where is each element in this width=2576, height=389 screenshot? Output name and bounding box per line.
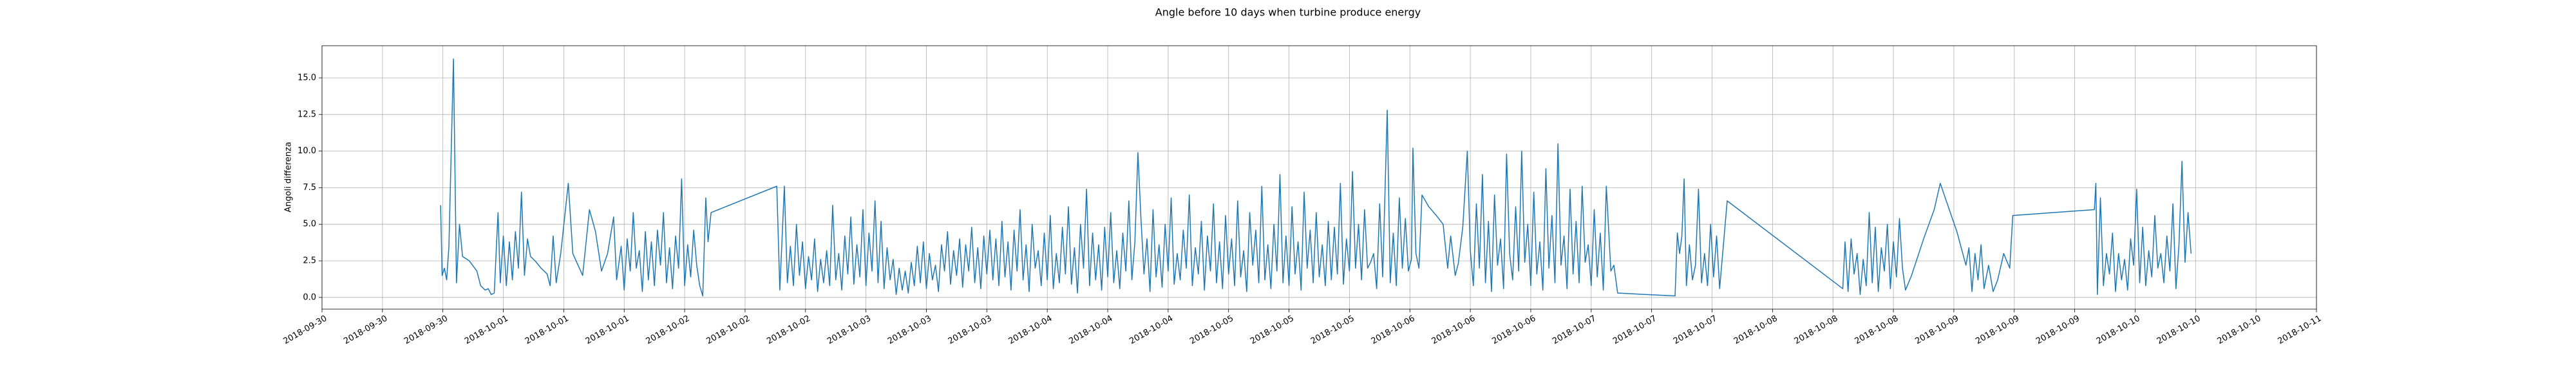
- y-tick-label: 0.0: [303, 292, 316, 302]
- x-tick-label: 2018-10-07: [1551, 314, 1598, 346]
- x-tick-label: 2018-10-10: [2155, 314, 2202, 346]
- x-tick-label: 2018-10-11: [2276, 314, 2323, 346]
- x-tick-label: 2018-10-07: [1611, 314, 1658, 346]
- x-tick-label: 2018-10-06: [1370, 314, 1417, 346]
- x-tick-label: 2018-10-10: [2095, 314, 2142, 346]
- y-tick-label: 2.5: [303, 256, 316, 266]
- y-tick-label: 12.5: [298, 109, 316, 119]
- y-tick-label: 10.0: [298, 146, 316, 156]
- x-tick-label: 2018-10-04: [1067, 314, 1114, 346]
- x-tick-label: 2018-10-03: [947, 314, 994, 346]
- x-tick-label: 2018-10-08: [1793, 314, 1840, 346]
- x-tick-label: 2018-10-05: [1309, 314, 1356, 346]
- plot-frame: [321, 45, 2317, 310]
- y-tick-label: 15.0: [298, 73, 316, 82]
- chart-title: Angle before 10 days when turbine produc…: [1155, 6, 1421, 19]
- x-tick-label: 2018-10-02: [765, 314, 812, 346]
- x-tick-label: 2018-10-06: [1490, 314, 1537, 346]
- x-tick-label: 2018-10-10: [2216, 314, 2263, 346]
- x-tick-label: 2018-10-04: [1007, 314, 1054, 346]
- x-tick-label: 2018-10-07: [1672, 314, 1719, 346]
- x-tick-label: 2018-10-03: [886, 314, 933, 346]
- x-tick-label: 2018-10-03: [826, 314, 873, 346]
- x-tick-label: 2018-10-01: [524, 314, 571, 346]
- y-tick-label: 7.5: [303, 183, 316, 193]
- x-tick-label: 2018-09-30: [281, 314, 328, 346]
- x-tick-label: 2018-10-02: [645, 314, 692, 346]
- x-tick-label: 2018-10-01: [584, 314, 631, 346]
- x-tick-label: 2018-10-04: [1128, 314, 1175, 346]
- x-tick-label: 2018-10-05: [1188, 314, 1235, 346]
- x-tick-label: 2018-10-01: [463, 314, 510, 346]
- data-line: [440, 58, 2192, 297]
- x-tick-label: 2018-10-09: [1974, 314, 2021, 346]
- x-tick-label: 2018-10-08: [1853, 314, 1900, 346]
- x-tick-label: 2018-10-09: [2034, 314, 2081, 346]
- y-tick-label: 5.0: [303, 220, 316, 229]
- x-tick-label: 2018-10-09: [1913, 314, 1960, 346]
- x-tick-label: 2018-10-08: [1732, 314, 1779, 346]
- x-tick-label: 2018-09-30: [402, 314, 450, 346]
- y-axis-label: Angoli differenza: [284, 142, 294, 213]
- x-tick-label: 2018-10-06: [1430, 314, 1477, 346]
- x-tick-label: 2018-09-30: [342, 314, 389, 346]
- x-tick-label: 2018-10-05: [1249, 314, 1296, 346]
- x-tick-label: 2018-10-02: [705, 314, 752, 346]
